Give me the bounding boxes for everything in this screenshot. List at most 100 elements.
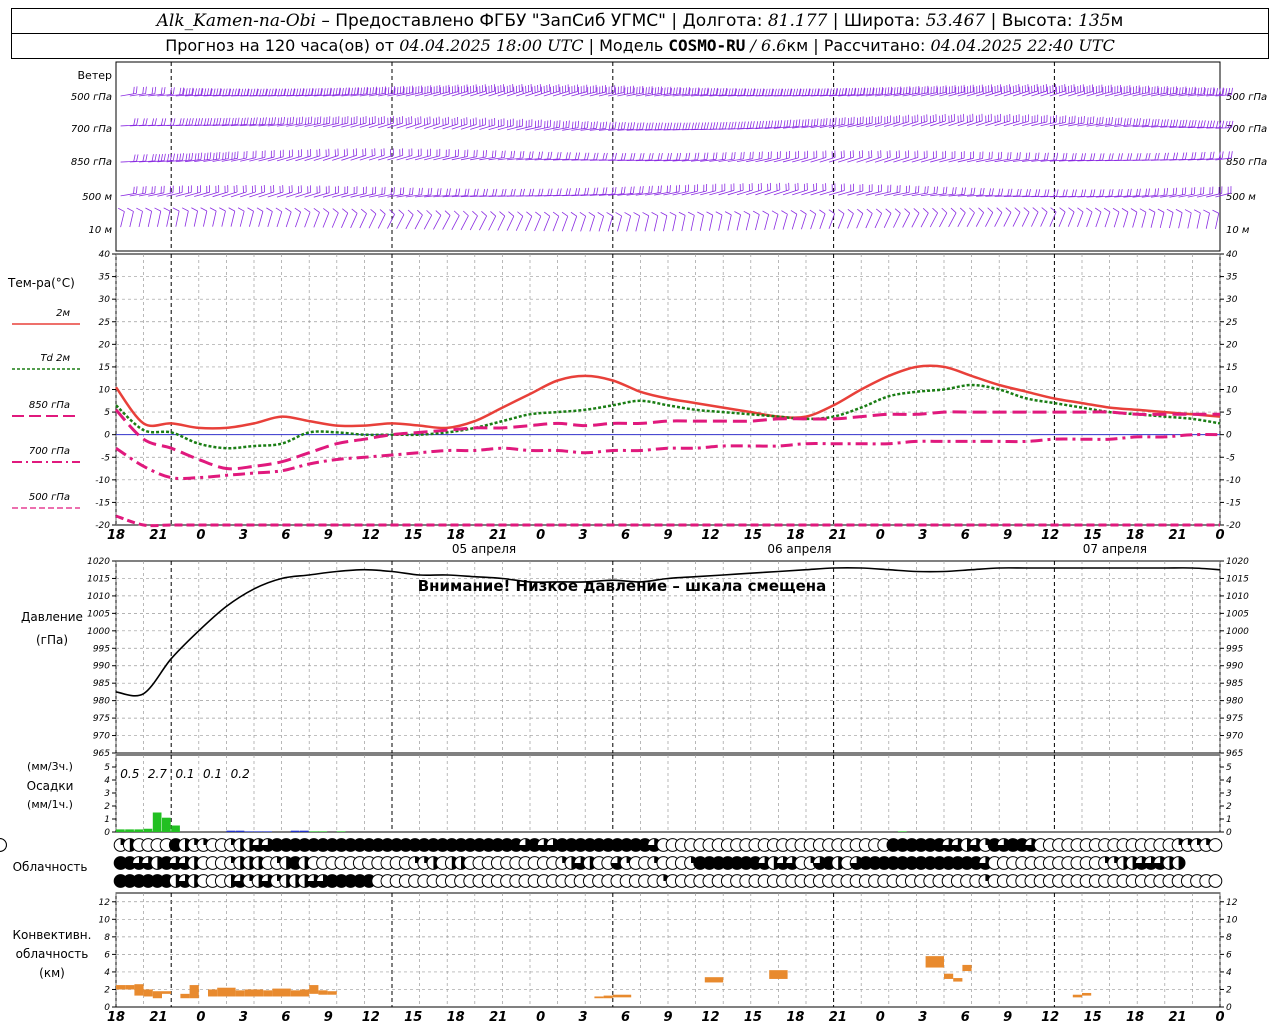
wind-barb-staff (1178, 193, 1195, 198)
wind-barb (1040, 115, 1057, 127)
wind-barb-feather (648, 153, 651, 161)
wind-barb-feather (1136, 153, 1139, 161)
wind-barb-feather (838, 209, 845, 214)
wind-barb (1157, 208, 1165, 229)
wind-barb (562, 152, 581, 161)
wind-barb (525, 119, 542, 131)
wind-barb-feather (885, 208, 892, 214)
wind-barb (1150, 152, 1169, 161)
wind-barb-feather (724, 152, 727, 160)
wind-barb-feather (596, 121, 598, 129)
conv-bar (217, 987, 236, 997)
wind-barb-feather (271, 117, 274, 125)
wind-barb-feather (142, 118, 145, 126)
wind-barb (1094, 207, 1102, 228)
wind-barb (184, 152, 203, 163)
wind-barb-feather (1007, 188, 1010, 196)
wind-barb-feather (716, 88, 719, 96)
wind-barb (985, 188, 1004, 197)
wind-barb-staff (1012, 212, 1021, 227)
wind-barb-feather (185, 88, 188, 96)
altitude-label: | Высота: (990, 11, 1073, 31)
wind-barb-staff (552, 216, 560, 232)
wind-barb-feather (639, 153, 642, 161)
wind-barb-feather (559, 152, 562, 160)
wind-barb (902, 150, 919, 163)
wind-barb (460, 188, 479, 198)
wind-barb-feather (550, 151, 553, 159)
wind-barb (470, 150, 487, 161)
wind-barb (562, 84, 578, 97)
wind-barb (294, 207, 302, 228)
wind-barb (697, 211, 704, 231)
wind-barb (939, 150, 956, 163)
wind-barb-feather (531, 188, 535, 196)
wind-barb-feather (660, 152, 663, 161)
wind-barb-feather (1117, 189, 1120, 197)
wind-barb (1086, 84, 1103, 97)
wind-barb (543, 188, 562, 197)
wind-barb-feather (194, 118, 198, 126)
wind-barb-feather (761, 88, 765, 96)
wind-barb (1215, 87, 1233, 97)
wind-barb (819, 150, 836, 163)
date-label: 07 апреля (1083, 542, 1147, 556)
wind-barb-feather (393, 86, 395, 94)
temp-x-tick-label: 6 (621, 528, 630, 543)
wind-barb (837, 209, 845, 229)
conv-bar (704, 977, 724, 983)
temp-x-tick-label: 0 (876, 528, 885, 543)
wind-barb (589, 152, 608, 161)
longitude-label: Долгота: (682, 11, 763, 31)
wind-barb (957, 207, 966, 228)
wind-barb-feather (323, 88, 326, 96)
wind-barb-feather (758, 88, 762, 96)
wind-barb-feather (1130, 208, 1138, 213)
wind-barb-feather (632, 153, 636, 161)
wind-barb-feather (1037, 152, 1040, 160)
wind-barb (985, 207, 994, 227)
wind-barb-feather (802, 88, 805, 96)
wind-barb (1187, 186, 1205, 198)
wind-barb-feather (1194, 120, 1197, 128)
wind-barb (589, 121, 608, 131)
wind-barb (543, 211, 551, 232)
wind-barb (856, 184, 873, 196)
wind-barb-staff (221, 191, 238, 198)
wind-barb-staff (755, 214, 760, 231)
wind-barb-feather (517, 211, 524, 217)
wind-level-label-right: 700 гПа (1226, 124, 1267, 135)
wind-barb (1049, 189, 1068, 198)
wind-barb (957, 113, 974, 127)
wind-barb (856, 208, 864, 229)
wind-barb-feather (1212, 120, 1215, 128)
conv-bar (300, 989, 310, 997)
wind-barb-feather (927, 186, 929, 194)
wind-barb-feather (142, 154, 145, 162)
wind-barb-feather (596, 152, 599, 160)
wind-barb-feather (473, 188, 476, 196)
wind-barb-feather (213, 88, 216, 96)
wind-barb-feather (1160, 119, 1163, 127)
wind-barb-staff (819, 213, 826, 230)
wind-barb-feather (841, 88, 844, 96)
wind-barb-feather (863, 88, 866, 96)
wind-barb-staff (1058, 211, 1066, 227)
wind-barb-feather (562, 121, 565, 129)
wind-barb (332, 186, 349, 198)
wind-barb (304, 185, 321, 198)
wind-barb-feather (1166, 187, 1169, 195)
wind-barb (378, 148, 394, 161)
wind-barb (175, 185, 192, 197)
wind-barb-feather (829, 88, 832, 96)
conv-x-tick-label: 9 (1003, 1010, 1012, 1024)
precip-bar (263, 831, 272, 832)
wind-barb-feather (348, 88, 351, 96)
conv-x-tick-label: 12 (701, 1010, 719, 1024)
wind-barb (1086, 207, 1093, 228)
wind-barb-feather (182, 153, 185, 161)
pres-tick-label-right: 1000 (1226, 627, 1249, 637)
pres-tick-label-left: 995 (93, 644, 110, 654)
wind-barb (433, 84, 450, 97)
wind-barb (976, 188, 994, 197)
